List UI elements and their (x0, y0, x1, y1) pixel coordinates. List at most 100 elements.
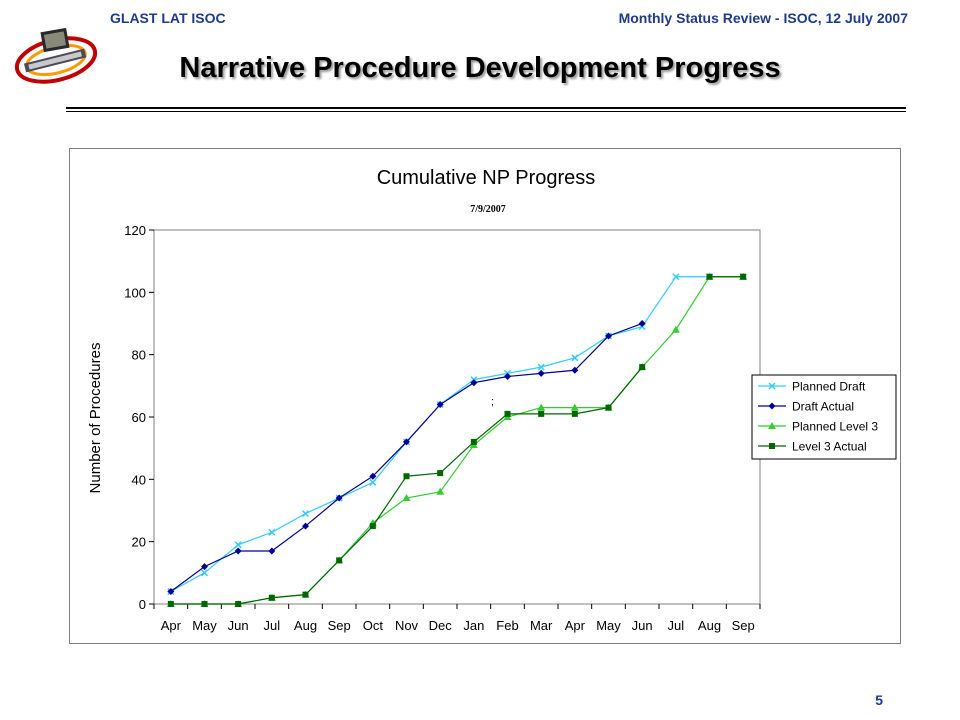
y-tick-label: 80 (132, 348, 146, 363)
title-divider (66, 107, 906, 109)
chart-subtitle: 7/9/2007 (470, 204, 506, 215)
x-tick-label: Jan (463, 618, 484, 633)
marker-stroke (537, 363, 545, 371)
y-tick-label: 40 (132, 472, 146, 487)
x-tick-label: Sep (732, 618, 755, 633)
y-tick-label: 0 (139, 597, 146, 612)
legend-label: Draft Actual (792, 400, 854, 414)
data-point-level-3-actual (167, 601, 174, 607)
x-tick-label: Sep (328, 618, 351, 633)
x-tick-label: Jul (668, 618, 685, 633)
legend-swatch-marker (768, 382, 776, 390)
page-number: 5 (875, 692, 883, 708)
slide-title: Narrative Procedure Development Progress (179, 52, 781, 84)
data-point-planned-draft (200, 569, 209, 577)
data-point-level-3-actual (470, 438, 477, 445)
series-planned-draft (167, 273, 747, 596)
legend: Planned Draft Draft Actual Planned Level 3… (751, 374, 897, 460)
y-tick-label: 20 (132, 535, 146, 550)
header-right-text: Monthly Status Review - ISOC, 12 July 20… (618, 10, 908, 26)
data-point-planned-draft (234, 541, 242, 549)
series-level-3-actual (167, 273, 747, 607)
data-point-level-3-actual (504, 410, 511, 417)
data-point-level-3-actual (538, 410, 545, 417)
y-tick-label: 60 (132, 410, 146, 425)
marker-stroke (301, 510, 310, 518)
marker-stroke (571, 354, 579, 362)
data-point-planned-level-3 (436, 487, 445, 495)
data-point-level-3-actual (740, 273, 747, 280)
data-point-planned-level-3 (402, 494, 411, 502)
data-point-draft-actual (537, 369, 545, 377)
data-point-draft-actual (571, 366, 579, 374)
x-tick-label: Jun (632, 618, 653, 633)
x-tick-label: Oct (363, 618, 384, 633)
data-point-draft-actual (605, 332, 612, 340)
stray-mark: ; (491, 396, 494, 408)
data-point-level-3-actual (706, 273, 713, 280)
x-tick-label: Jul (264, 618, 281, 633)
data-point-planned-draft (672, 273, 680, 281)
data-point-planned-draft (537, 363, 545, 371)
y-axis-label: Number of Procedures (87, 343, 104, 494)
cumulative-np-chart: Cumulative NP Progress 7/9/2007 Number o… (87, 167, 897, 633)
data-point-draft-actual (201, 563, 208, 571)
x-tick-label: Apr (161, 618, 182, 633)
data-point-level-3-actual (605, 404, 612, 411)
data-point-level-3-actual (235, 601, 242, 607)
x-tick-label: Aug (294, 618, 317, 633)
data-point-planned-draft (268, 528, 276, 536)
series-line-level-3-actual (170, 366, 643, 605)
series-draft-actual (167, 320, 646, 596)
series-line-planned-draft (170, 276, 744, 593)
legend-item-draft-actual: Draft Actual (758, 400, 854, 414)
x-tick-label: Aug (698, 618, 721, 633)
chart-frame: Cumulative NP Progress 7/9/2007 Number o… (69, 148, 901, 644)
legend-item-planned-level-3: Planned Level 3 (758, 420, 878, 434)
glast-logo-icon (14, 27, 98, 84)
legend-label: Planned Level 3 (792, 420, 878, 434)
data-point-draft-actual (167, 588, 175, 596)
data-point-draft-actual (638, 320, 646, 327)
data-point-draft-actual (369, 472, 377, 480)
data-point-planned-level-3 (570, 403, 579, 411)
series-line-planned-level-3 (170, 276, 744, 605)
data-point-planned-draft (301, 510, 310, 518)
data-point-level-3-actual (201, 601, 208, 607)
marker-stroke (768, 382, 776, 390)
header-left-text: GLAST LAT ISOC (110, 10, 226, 26)
data-point-level-3-actual (268, 594, 275, 601)
x-tick-label: Jun (228, 618, 249, 633)
y-tick-label: 100 (124, 285, 146, 300)
marker-stroke (200, 569, 209, 577)
legend-box (751, 374, 897, 460)
x-tick-label: Dec (429, 618, 453, 633)
x-tick-label: May (596, 618, 621, 633)
chart-title: Cumulative NP Progress (377, 167, 596, 189)
data-point-draft-actual (504, 372, 511, 380)
data-point-draft-actual (436, 401, 444, 409)
legend-label: Level 3 Actual (792, 440, 867, 454)
data-point-draft-actual (268, 547, 276, 555)
data-point-level-3-actual (302, 591, 309, 598)
data-point-draft-actual (335, 494, 343, 502)
marker-stroke (369, 478, 377, 486)
data-point-level-3-actual (571, 410, 578, 417)
data-point-level-3-actual (437, 470, 444, 477)
title-divider-thin (66, 111, 906, 112)
marker-stroke (268, 528, 276, 536)
legend-swatch-marker (768, 402, 776, 410)
series-planned-level-3 (166, 272, 748, 607)
marker-stroke (234, 541, 242, 549)
legend-item-level-3-actual: Level 3 Actual (758, 440, 867, 454)
x-tick-label: Mar (530, 618, 553, 633)
data-point-planned-draft (571, 354, 579, 362)
data-point-level-3-actual (403, 473, 410, 480)
data-point-planned-draft (369, 478, 377, 486)
legend-item-planned-draft: Planned Draft (758, 380, 866, 394)
data-point-draft-actual (234, 547, 242, 555)
series-line-draft-actual (170, 322, 643, 593)
legend-label: Planned Draft (792, 380, 866, 394)
data-point-draft-actual (403, 438, 410, 446)
data-point-level-3-actual (639, 364, 646, 371)
